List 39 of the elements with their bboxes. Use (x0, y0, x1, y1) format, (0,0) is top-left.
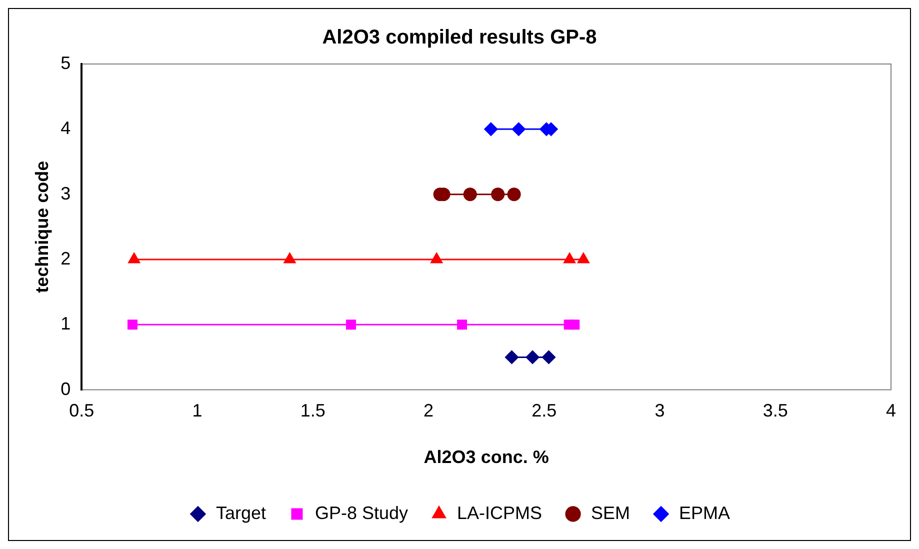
point (463, 188, 477, 202)
y-tick-label: 1 (60, 314, 71, 334)
y-tick-label: 4 (60, 118, 71, 138)
y-tick-label: 2 (60, 248, 71, 268)
legend-label: Target (216, 502, 266, 523)
legend-label: LA-ICPMS (457, 502, 542, 523)
x-axis-title: Al2O3 conc. % (424, 447, 549, 468)
y-tick-label: 0 (60, 378, 71, 399)
x-tick-label: 0.5 (69, 400, 94, 421)
y-tick-label: 3 (60, 183, 71, 204)
point (577, 252, 590, 264)
point (484, 122, 498, 136)
x-tick-label: 3 (654, 400, 665, 421)
point (430, 252, 443, 264)
point (564, 252, 576, 264)
point (526, 350, 540, 364)
point (284, 252, 296, 264)
point (128, 252, 140, 264)
point (127, 320, 138, 330)
x-tick-label: 3.5 (762, 400, 788, 421)
point (491, 188, 505, 202)
point (570, 320, 580, 330)
x-tick-label: 2.5 (532, 400, 557, 421)
y-axis-title: technique code (32, 160, 52, 293)
x-tick-label: 4 (886, 400, 896, 421)
x-tick-label: 2 (423, 400, 434, 421)
chart-title: Al2O3 compiled results GP-8 (322, 26, 597, 49)
x-tick-label: 1 (192, 400, 202, 421)
legend-label: EPMA (679, 502, 730, 523)
x-tick-label: 1.5 (300, 400, 326, 421)
point (457, 320, 468, 330)
legend-label: SEM (591, 502, 630, 523)
point (504, 350, 518, 364)
point (507, 188, 521, 202)
y-tick-label: 5 (60, 52, 71, 73)
point (542, 350, 556, 364)
legend-label: GP-8 Study (314, 502, 408, 523)
point (512, 122, 526, 136)
point (346, 320, 356, 330)
